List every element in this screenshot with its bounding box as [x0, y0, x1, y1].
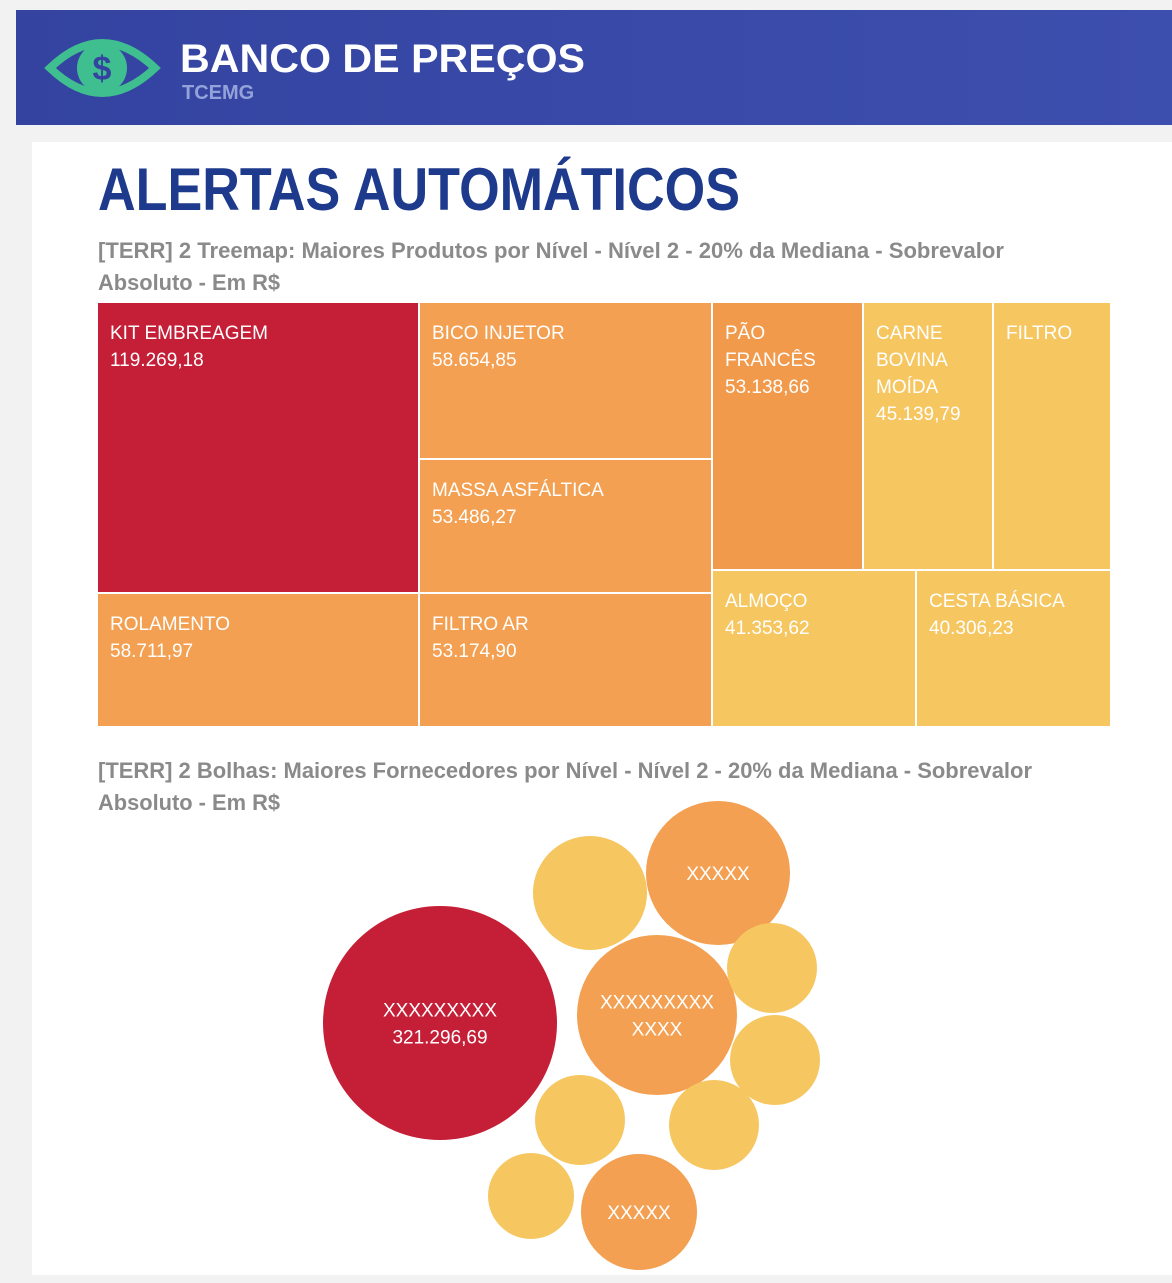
cell-label: MASSA ASFÁLTICA	[432, 480, 604, 501]
cell-label: ALMOÇO	[725, 591, 807, 612]
chart-title: [TERR] 2 Treemap: Maiores Produtos por N…	[98, 238, 1004, 263]
cell-label: BICO INJETOR	[432, 323, 565, 344]
chart-title: [TERR] 2 Bolhas: Maiores Fornecedores po…	[98, 758, 1032, 783]
header-bar	[16, 10, 1172, 125]
cell-label: CARNE BOVINA MOÍDA	[876, 323, 952, 398]
bubble	[532, 835, 648, 951]
cell-label: FILTRO AR	[432, 614, 529, 635]
cell-label: CESTA BÁSICA	[929, 591, 1065, 612]
subbrand: TCEMG	[182, 82, 254, 104]
bubble-label: XXXXXXXXX	[383, 1001, 497, 1022]
cell-label: FILTRO	[1006, 323, 1072, 344]
cell-label: KIT EMBREAGEM	[110, 323, 268, 344]
bubble	[487, 1152, 575, 1240]
treemap-cell	[98, 303, 418, 592]
bubble-label: 321.296,69	[392, 1028, 487, 1049]
bubble	[535, 1075, 625, 1165]
cell-value: 53.486,27	[432, 507, 517, 528]
treemap-cell	[420, 303, 711, 458]
treemap-cell	[98, 594, 418, 726]
cell-value: 53.174,90	[432, 641, 517, 662]
bubble	[669, 1080, 759, 1170]
treemap-cell	[713, 571, 915, 726]
page-title: ALERTAS AUTOMÁTICOS	[98, 156, 740, 223]
cell-value: 53.138,66	[725, 377, 810, 398]
bubble	[727, 923, 817, 1013]
cell-value: 119.269,18	[110, 350, 204, 371]
cell-value: 41.353,62	[725, 618, 810, 639]
treemap-cell	[917, 571, 1110, 726]
cell-label: PÃO FRANCÊS	[725, 322, 816, 371]
cell-label: ROLAMENTO	[110, 614, 230, 635]
chart-title: Absoluto - Em R$	[98, 270, 280, 295]
cell-value: 58.654,85	[432, 350, 517, 371]
bubble	[645, 800, 791, 946]
bubble-label: XXXX	[632, 1020, 683, 1041]
bubble	[323, 906, 557, 1140]
treemap-cell	[713, 303, 862, 569]
bubble-label: XXXXX	[607, 1203, 671, 1224]
svg-text:$: $	[93, 50, 112, 88]
logo: $	[44, 39, 161, 97]
treemap-cell	[864, 303, 992, 569]
brand: BANCO DE PREÇOS	[180, 37, 585, 81]
cell-value: 58.711,97	[110, 641, 193, 662]
bubble-label: XXXXX	[686, 864, 750, 885]
cell-value: 45.139,79	[876, 404, 961, 425]
bubble-label: XXXXXXXXX	[600, 993, 714, 1014]
charts: [TERR] 2 Treemap: Maiores Produtos por N…	[98, 238, 1110, 1271]
treemap-cell	[994, 303, 1110, 569]
bubble	[580, 1153, 698, 1271]
bubble	[577, 935, 737, 1095]
treemap-cell	[420, 460, 711, 592]
cell-value: 40.306,23	[929, 618, 1014, 639]
bubble	[730, 1015, 820, 1105]
treemap-cell	[420, 594, 711, 726]
chart-title: Absoluto - Em R$	[98, 790, 280, 815]
